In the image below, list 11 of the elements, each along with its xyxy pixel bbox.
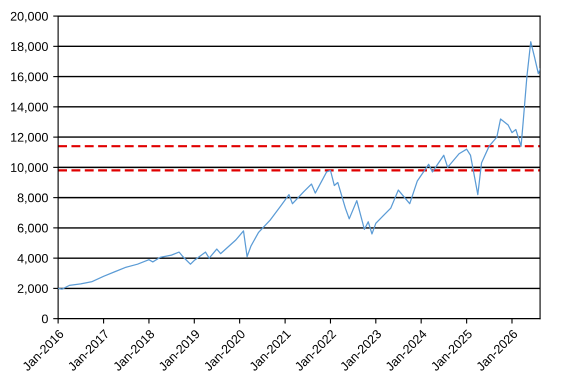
y-tick-label: 10,000: [11, 163, 48, 174]
y-tick-label: 12,000: [11, 132, 48, 144]
y-tick-label: 16,000: [11, 72, 48, 83]
y-tick-label: 6,000: [18, 224, 48, 234]
y-tick-label: 8,000: [18, 193, 48, 204]
y-tick-label: 2,000: [18, 284, 48, 295]
y-tick-label: 4,000: [17, 254, 48, 264]
y-tick-label: 14,000: [11, 102, 48, 113]
y-tick-label: 20,000: [10, 12, 48, 22]
y-tick-label: 18,000: [11, 42, 48, 52]
y-tick-label: 0: [42, 314, 48, 324]
